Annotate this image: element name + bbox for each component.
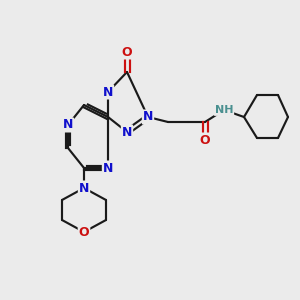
Text: N: N bbox=[122, 125, 132, 139]
Text: N: N bbox=[103, 161, 113, 175]
Text: N: N bbox=[79, 182, 89, 194]
Text: NH: NH bbox=[215, 105, 233, 115]
Text: O: O bbox=[79, 226, 89, 238]
Text: N: N bbox=[103, 85, 113, 98]
Text: N: N bbox=[143, 110, 153, 124]
Text: O: O bbox=[200, 134, 210, 146]
Text: N: N bbox=[63, 118, 73, 131]
Text: O: O bbox=[122, 46, 132, 59]
